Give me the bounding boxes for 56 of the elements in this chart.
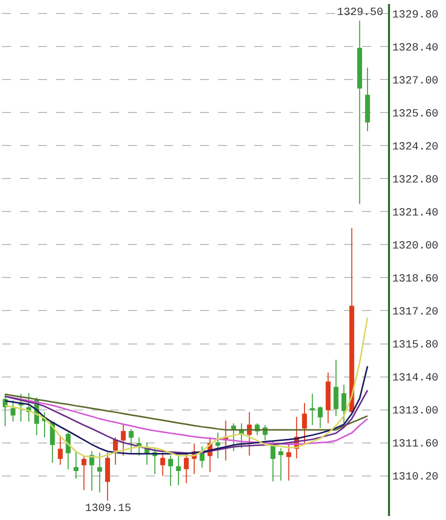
y-tick-label: 1314.40 xyxy=(392,372,438,385)
annotation: 1329.50 xyxy=(337,7,384,19)
line-series xyxy=(4,365,368,454)
candlestick xyxy=(82,456,86,491)
y-tick-label: 1321.40 xyxy=(392,207,438,220)
candlestick xyxy=(66,432,71,470)
line-series xyxy=(4,394,368,431)
y-tick-label: 1315.80 xyxy=(392,340,438,352)
candlestick xyxy=(184,453,189,484)
candlestick xyxy=(97,452,102,493)
candlestick xyxy=(160,452,166,476)
candlestick xyxy=(270,441,276,482)
candlestick xyxy=(231,422,236,452)
line-series xyxy=(4,316,368,458)
y-tick-label: 1317.20 xyxy=(392,306,438,319)
candlestick xyxy=(74,450,78,480)
y-tick-label: 1320.00 xyxy=(392,240,438,253)
candlestick xyxy=(286,444,292,482)
annotation: 1309.15 xyxy=(85,503,132,515)
y-tick-label: 1324.20 xyxy=(392,141,438,154)
candlestick xyxy=(357,20,362,205)
candlestick xyxy=(200,446,205,468)
y-tick-label: 1327.00 xyxy=(392,75,438,88)
candlestick xyxy=(318,406,323,428)
y-tick-label: 1318.60 xyxy=(392,274,438,286)
candlestick xyxy=(113,436,118,466)
candlestick xyxy=(105,452,110,502)
candlestick xyxy=(341,384,346,426)
candlestick xyxy=(58,434,63,466)
y-tick-label: 1310.20 xyxy=(392,472,438,484)
candlestick xyxy=(365,67,370,132)
candlestick xyxy=(278,448,284,482)
line-series xyxy=(4,389,368,454)
y-tick-label: 1325.60 xyxy=(392,108,438,120)
candlestick xyxy=(176,455,181,486)
candlestick xyxy=(128,428,134,454)
y-tick-label: 1313.00 xyxy=(392,406,438,418)
candlestick xyxy=(302,402,307,444)
candlestick xyxy=(349,227,354,414)
candlestick xyxy=(18,393,24,422)
candlestick xyxy=(120,424,126,456)
candlestick xyxy=(2,393,8,427)
candlestick xyxy=(215,432,220,459)
candlestick xyxy=(334,359,338,416)
candlestick xyxy=(89,450,94,492)
y-tick-label: 1328.40 xyxy=(392,42,438,54)
candlestick xyxy=(310,393,315,426)
candlestick xyxy=(246,412,252,456)
y-tick-label: 1329.80 xyxy=(392,9,438,22)
y-tick-label: 1311.60 xyxy=(392,438,438,451)
candlestick xyxy=(136,436,142,456)
line-series xyxy=(4,396,368,446)
candlestick xyxy=(10,400,16,422)
y-tick-label: 1322.80 xyxy=(392,174,438,186)
candlestick xyxy=(168,455,174,487)
candlestick xyxy=(326,372,331,424)
